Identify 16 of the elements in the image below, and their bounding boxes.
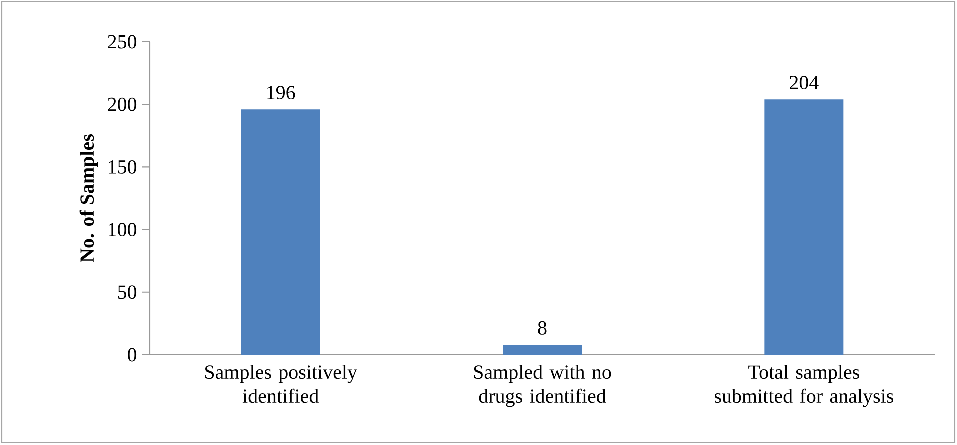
x-tick-label: Samples positively identified — [206, 365, 358, 404]
x-tick-label: Total samples submitted for analysis — [714, 365, 894, 408]
y-tick-label: 50 — [118, 286, 137, 300]
x-tick-label: Sampled with no drugs identified — [474, 365, 612, 408]
data-label: 196 — [268, 86, 296, 100]
data-label: 8 — [538, 321, 547, 335]
data-label: 204 — [790, 76, 819, 90]
y-tick-label: 0 — [128, 348, 137, 362]
bar — [764, 100, 844, 355]
y-tick-label: 150 — [109, 160, 137, 174]
bar — [503, 344, 582, 355]
y-tick-label: 200 — [108, 98, 137, 112]
y-tick-label: 250 — [108, 35, 137, 49]
y-axis-title: No. of Samples — [80, 134, 98, 263]
y-tick-label: 100 — [109, 223, 137, 237]
bar — [241, 110, 320, 355]
